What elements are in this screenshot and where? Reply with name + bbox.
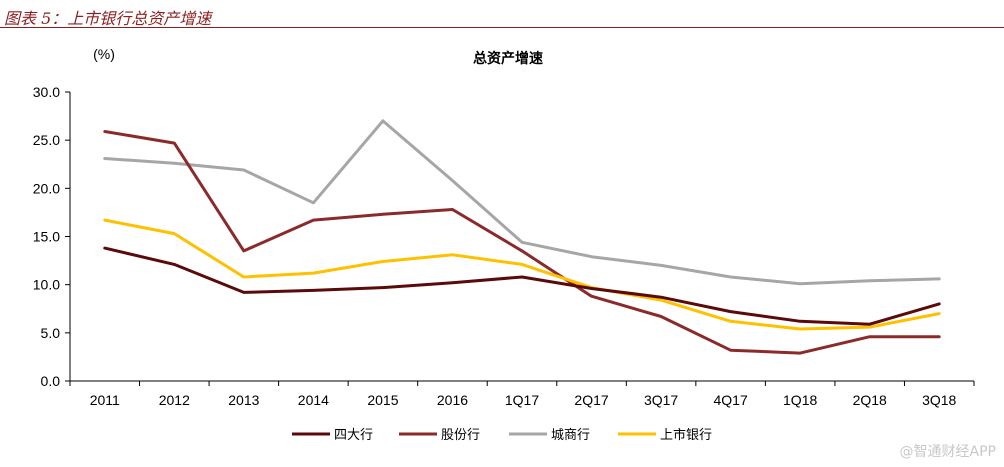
x-tick-label: 3Q18 [922,392,956,408]
legend: 四大行 股份行 城商行 上市银行 [292,427,712,443]
axes-layer: 0.0 5.0 10.0 15.0 20.0 25.0 30.0 2011 2012 2013 20… [33,84,975,408]
x-tick-label: 2Q18 [853,392,887,408]
series-line-2 [103,130,941,355]
y-axis-unit-label: (%) [93,46,115,62]
y-tick-label: 25.0 [33,132,60,148]
x-tick-label: 2013 [228,392,259,408]
series-line-1 [103,246,941,326]
x-tick-label: 1Q17 [505,392,539,408]
y-tick-label: 0.0 [41,373,61,389]
x-tick-label: 2Q17 [574,392,608,408]
y-tick-label: 20.0 [33,180,60,196]
y-tick-label: 30.0 [33,84,60,100]
watermark: @智通财经APP [899,444,996,460]
x-tick-label: 2012 [159,392,190,408]
series-line-3 [103,119,941,286]
chart-title: 总资产增速 [473,50,543,67]
x-tick-label: 2015 [367,392,398,408]
y-tick-label: 10.0 [33,277,60,293]
x-tick-label: 3Q17 [644,392,678,408]
legend-label: 上市银行 [660,427,712,443]
legend-label: 股份行 [441,428,480,443]
caption-divider [0,27,1004,28]
series-line-4 [103,218,941,331]
figure-caption: 图表 5：上市银行总资产增速 [4,9,212,28]
legend-label: 城商行 [551,428,590,443]
y-tick-label: 5.0 [41,325,61,341]
x-tick-label: 1Q18 [783,392,817,408]
series-layer [103,119,941,355]
y-tick-label: 15.0 [33,229,60,245]
x-tick-label: 4Q17 [713,392,747,408]
x-tick-label: 2014 [298,392,329,408]
legend-label: 四大行 [334,428,373,443]
x-tick-label: 2016 [437,392,468,408]
x-tick-label: 2011 [90,392,120,408]
